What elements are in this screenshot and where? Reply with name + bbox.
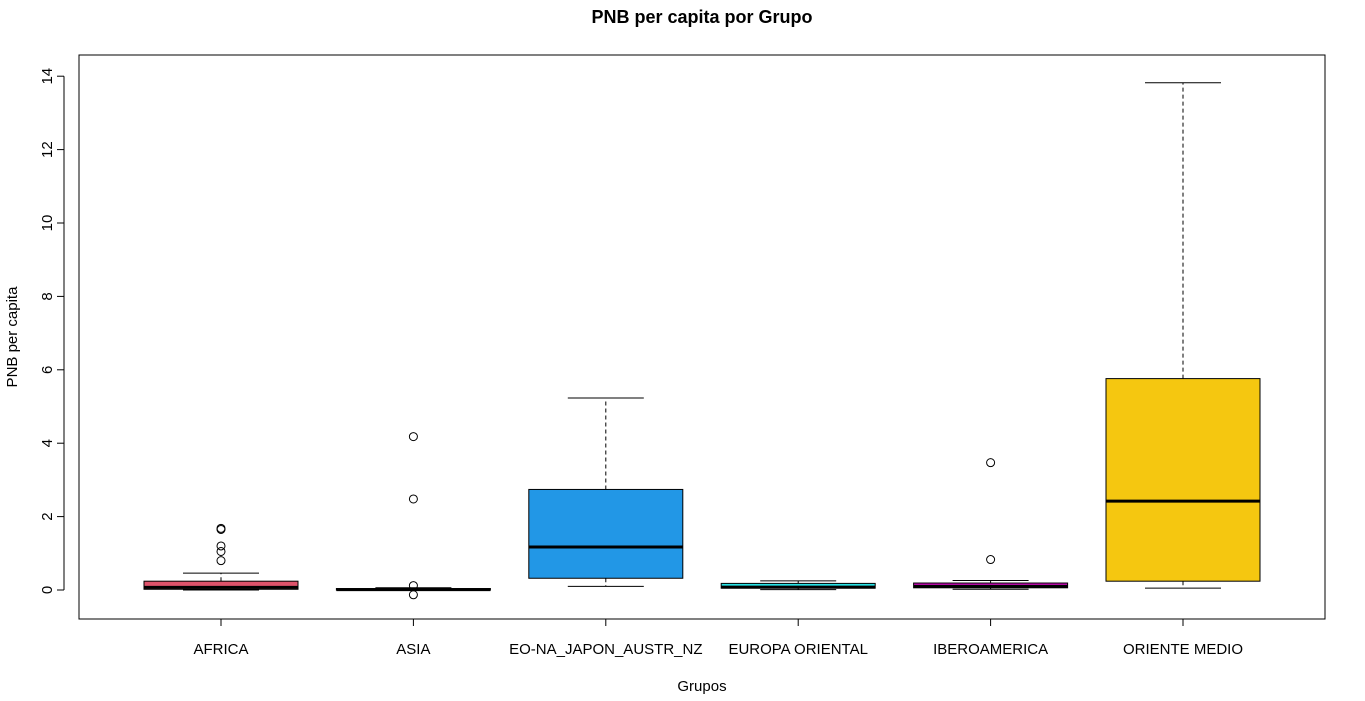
x-tick-label: ASIA bbox=[396, 641, 430, 658]
y-tick-label: 6 bbox=[39, 366, 56, 374]
x-tick-label: IBEROAMERICA bbox=[933, 641, 1048, 658]
x-axis-title: Grupos bbox=[677, 678, 726, 695]
y-tick-label: 4 bbox=[39, 439, 56, 447]
outlier-point bbox=[216, 523, 226, 533]
box-iqr bbox=[143, 580, 299, 590]
x-tick-label: EO-NA_JAPON_AUSTR_NZ bbox=[509, 641, 702, 658]
box-group bbox=[143, 523, 299, 591]
x-tick-label: ORIENTE MEDIO bbox=[1123, 641, 1243, 658]
outlier-point bbox=[216, 541, 226, 551]
box-iqr bbox=[1105, 378, 1261, 582]
y-tick-label: 2 bbox=[39, 512, 56, 520]
outlier-point bbox=[408, 432, 418, 442]
outlier-point bbox=[986, 555, 996, 565]
outlier-point bbox=[216, 556, 226, 566]
boxes-layer bbox=[143, 82, 1261, 600]
outlier-point bbox=[408, 581, 418, 591]
x-axis: AFRICA ASIA EO-NA_JAPON_AUSTR_NZ EUROPA ORI… bbox=[193, 618, 1243, 658]
box-group bbox=[720, 580, 876, 591]
y-tick-label: 12 bbox=[39, 141, 56, 158]
outlier-point bbox=[986, 458, 996, 468]
y-tick-label: 14 bbox=[39, 68, 56, 85]
box-group bbox=[335, 432, 491, 600]
y-tick-label: 8 bbox=[39, 292, 56, 300]
box-iqr bbox=[528, 488, 684, 579]
x-tick-label: EUROPA ORIENTAL bbox=[728, 641, 867, 658]
chart-title: PNB per capita por Grupo bbox=[591, 7, 812, 27]
box-group bbox=[913, 458, 1069, 590]
y-tick-label: 10 bbox=[39, 215, 56, 232]
box-group bbox=[528, 397, 684, 587]
outlier-point bbox=[216, 546, 226, 556]
y-tick-label: 0 bbox=[39, 586, 56, 594]
y-axis: 0 2 4 6 8 10 12 14 bbox=[39, 68, 65, 594]
outlier-point bbox=[408, 494, 418, 504]
outlier-point bbox=[408, 590, 418, 600]
y-axis-title: PNB per capita bbox=[4, 286, 21, 388]
box-group bbox=[1105, 82, 1261, 589]
x-tick-label: AFRICA bbox=[193, 641, 248, 658]
